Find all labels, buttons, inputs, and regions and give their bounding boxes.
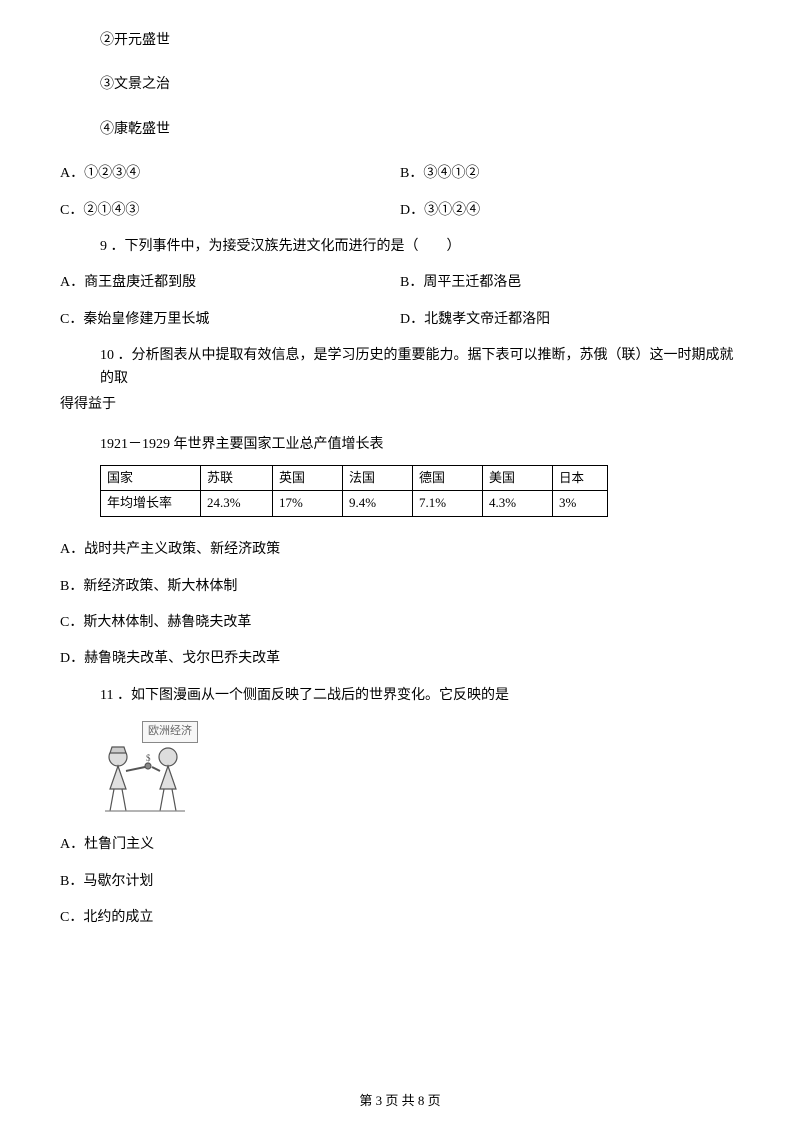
- table-cell: 国家: [101, 465, 201, 491]
- table-cell: 英国: [273, 465, 343, 491]
- q9-option-a: A．商王盘庚迁都到殷: [60, 272, 400, 294]
- q10-table-title: 1921－1929 年世界主要国家工业总产值增长表: [60, 434, 740, 456]
- q11-option-c: C．北约的成立: [60, 907, 740, 929]
- q8-options-row2: C．②①④③ D．③①②④: [60, 200, 740, 222]
- q10-option-d: D．赫鲁晓夫改革、戈尔巴乔夫改革: [60, 648, 740, 670]
- q10-stem-line2: 得得益于: [60, 394, 740, 416]
- q8-option-d: D．③①②④: [400, 200, 740, 222]
- q10-option-a: A．战时共产主义政策、新经济政策: [60, 539, 740, 561]
- q9-option-b: B．周平王迁都洛邑: [400, 272, 740, 294]
- table-cell: 7.1%: [413, 491, 483, 517]
- table-cell: 苏联: [201, 465, 273, 491]
- q9-option-d: D．北魏孝文帝迁都洛阳: [400, 309, 740, 331]
- table-row: 年均增长率 24.3% 17% 9.4% 7.1% 4.3% 3%: [101, 491, 608, 517]
- svg-text:$: $: [146, 753, 151, 763]
- q10-table-wrap: 国家 苏联 英国 法国 德国 美国 日本 年均增长率 24.3% 17% 9.4…: [60, 465, 740, 518]
- q11-option-b: B．马歇尔计划: [60, 871, 740, 893]
- q10-table: 国家 苏联 英国 法国 德国 美国 日本 年均增长率 24.3% 17% 9.4…: [100, 465, 608, 518]
- option-item-3: ③文景之治: [60, 74, 740, 96]
- q10-option-c: C．斯大林体制、赫鲁晓夫改革: [60, 612, 740, 634]
- cartoon-icon: $: [90, 739, 195, 817]
- q10-option-b: B．新经济政策、斯大林体制: [60, 576, 740, 598]
- table-cell: 17%: [273, 491, 343, 517]
- table-cell: 3%: [553, 491, 608, 517]
- table-cell: 日本: [553, 465, 608, 491]
- table-cell: 9.4%: [343, 491, 413, 517]
- q9-options-row2: C．秦始皇修建万里长城 D．北魏孝文帝迁都洛阳: [60, 309, 740, 331]
- q9-options-row1: A．商王盘庚迁都到殷 B．周平王迁都洛邑: [60, 272, 740, 294]
- option-item-2: ②开元盛世: [60, 30, 740, 52]
- table-cell: 4.3%: [483, 491, 553, 517]
- page-footer: 第 3 页 共 8 页: [0, 1091, 800, 1112]
- table-cell: 德国: [413, 465, 483, 491]
- table-cell: 年均增长率: [101, 491, 201, 517]
- q11-stem: 11 ．如下图漫画从一个侧面反映了二战后的世界变化。它反映的是: [60, 685, 740, 707]
- q8-option-a: A．①②③④: [60, 163, 400, 185]
- q11-cartoon: 欧洲经济 $: [90, 721, 200, 816]
- q8-options-row1: A．①②③④ B．③④①②: [60, 163, 740, 185]
- table-cell: 美国: [483, 465, 553, 491]
- q10-stem-line1: 10 ．分析图表从中提取有效信息，是学习历史的重要能力。据下表可以推断，苏俄（联…: [60, 345, 740, 390]
- table-cell: 24.3%: [201, 491, 273, 517]
- table-row: 国家 苏联 英国 法国 德国 美国 日本: [101, 465, 608, 491]
- option-item-4: ④康乾盛世: [60, 119, 740, 141]
- q8-option-b: B．③④①②: [400, 163, 740, 185]
- table-cell: 法国: [343, 465, 413, 491]
- q9-option-c: C．秦始皇修建万里长城: [60, 309, 400, 331]
- q11-option-a: A．杜鲁门主义: [60, 834, 740, 856]
- q9-stem: 9 ．下列事件中，为接受汉族先进文化而进行的是（ ）: [60, 236, 740, 258]
- q8-option-c: C．②①④③: [60, 200, 400, 222]
